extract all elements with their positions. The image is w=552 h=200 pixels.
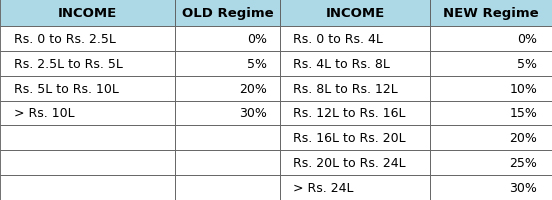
Bar (0, 76, 175, 101)
Bar (280, 101, 430, 126)
Text: 0%: 0% (517, 33, 537, 46)
Bar (0, 52, 175, 76)
Text: 15%: 15% (509, 107, 537, 120)
Bar (175, 151, 280, 175)
Text: NEW Regime: NEW Regime (443, 7, 539, 20)
Bar (280, 76, 430, 101)
Text: 20%: 20% (239, 82, 267, 95)
Bar (175, 0, 280, 27)
Bar (175, 27, 280, 52)
Bar (280, 0, 430, 27)
Text: 0%: 0% (247, 33, 267, 46)
Text: INCOME: INCOME (58, 7, 117, 20)
Bar (430, 151, 552, 175)
Text: OLD Regime: OLD Regime (182, 7, 273, 20)
Text: > Rs. 10L: > Rs. 10L (14, 107, 75, 120)
Text: > Rs. 24L: > Rs. 24L (293, 181, 353, 194)
Text: Rs. 20L to Rs. 24L: Rs. 20L to Rs. 24L (293, 156, 405, 169)
Text: INCOME: INCOME (325, 7, 385, 20)
Bar (430, 101, 552, 126)
Bar (430, 0, 552, 27)
Text: Rs. 5L to Rs. 10L: Rs. 5L to Rs. 10L (14, 82, 119, 95)
Bar (0, 101, 175, 126)
Bar (0, 27, 175, 52)
Text: 5%: 5% (517, 57, 537, 70)
Bar (280, 151, 430, 175)
Bar (280, 126, 430, 151)
Bar (175, 101, 280, 126)
Text: 25%: 25% (509, 156, 537, 169)
Text: Rs. 0 to Rs. 2.5L: Rs. 0 to Rs. 2.5L (14, 33, 116, 46)
Text: 10%: 10% (509, 82, 537, 95)
Text: 30%: 30% (509, 181, 537, 194)
Text: 5%: 5% (247, 57, 267, 70)
Text: Rs. 8L to Rs. 12L: Rs. 8L to Rs. 12L (293, 82, 397, 95)
Bar (175, 52, 280, 76)
Bar (430, 52, 552, 76)
Text: Rs. 0 to Rs. 4L: Rs. 0 to Rs. 4L (293, 33, 383, 46)
Bar (430, 126, 552, 151)
Text: 30%: 30% (239, 107, 267, 120)
Text: Rs. 12L to Rs. 16L: Rs. 12L to Rs. 16L (293, 107, 405, 120)
Bar (0, 175, 175, 200)
Bar (175, 76, 280, 101)
Bar (430, 76, 552, 101)
Bar (175, 126, 280, 151)
Bar (175, 175, 280, 200)
Bar (0, 126, 175, 151)
Bar (0, 0, 175, 27)
Text: Rs. 4L to Rs. 8L: Rs. 4L to Rs. 8L (293, 57, 390, 70)
Bar (280, 27, 430, 52)
Bar (430, 175, 552, 200)
Text: 20%: 20% (509, 132, 537, 145)
Bar (280, 52, 430, 76)
Bar (280, 175, 430, 200)
Text: Rs. 16L to Rs. 20L: Rs. 16L to Rs. 20L (293, 132, 405, 145)
Bar (430, 27, 552, 52)
Bar (0, 151, 175, 175)
Text: Rs. 2.5L to Rs. 5L: Rs. 2.5L to Rs. 5L (14, 57, 123, 70)
